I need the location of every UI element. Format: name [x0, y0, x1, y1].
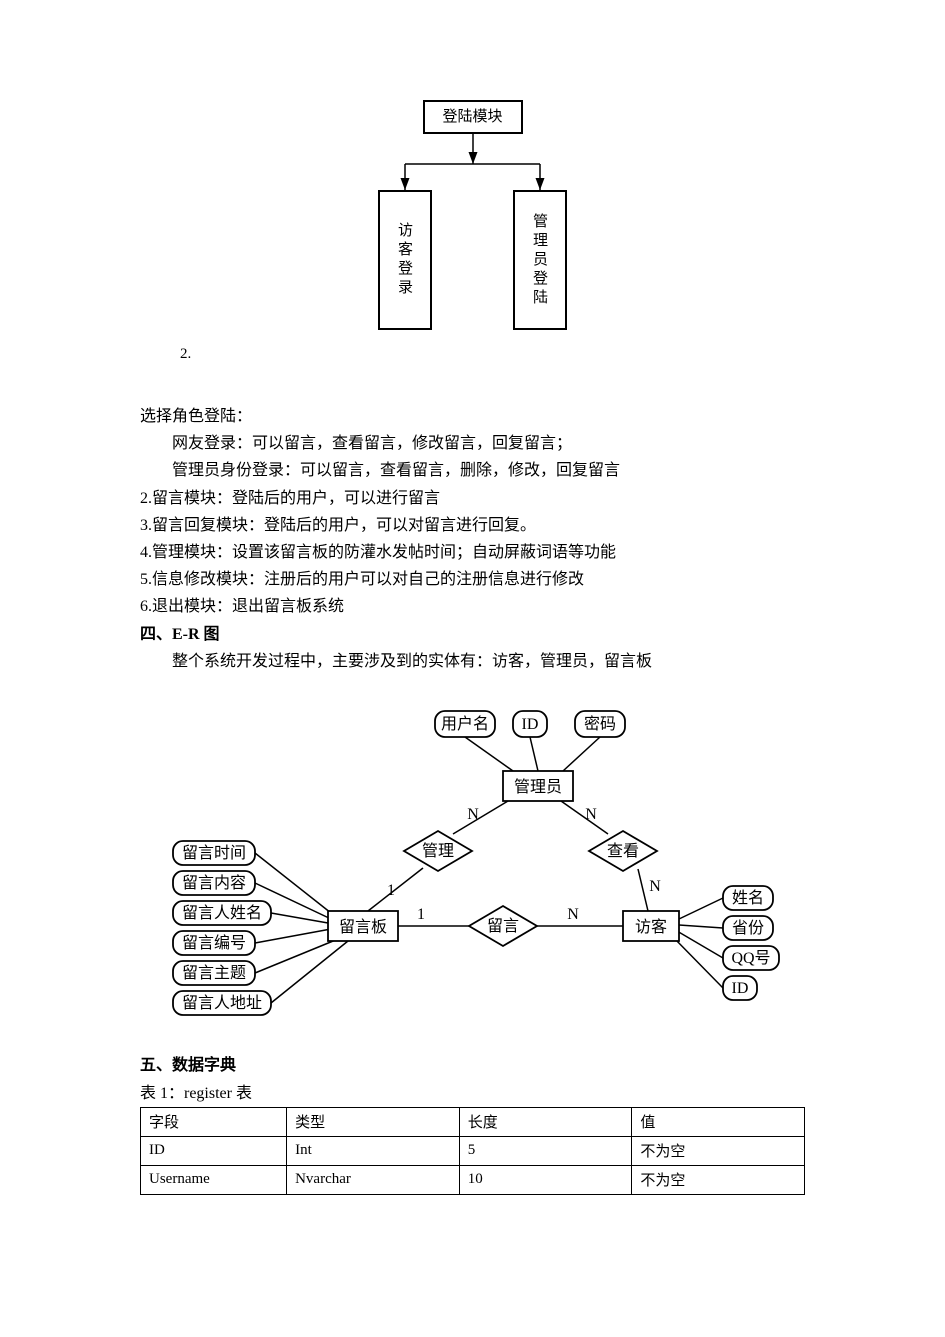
- svg-text:查看: 查看: [606, 842, 638, 860]
- svg-text:留言内容: 留言内容: [181, 874, 245, 892]
- svg-text:1: 1: [417, 906, 425, 923]
- table-cell: Int: [287, 1136, 460, 1165]
- er-diagram: N 1 N N 1 N 用户名 ID 密码留言时间留言内容留言人姓名留言编号留言主题留言人地址 姓…: [140, 691, 805, 1031]
- svg-text:管理员: 管理员: [513, 778, 561, 796]
- body-text-block: 选择角色登陆： 网友登录：可以留言，查看留言，修改留言，回复留言； 管理员身份登…: [140, 403, 805, 675]
- table-cell: 长度: [459, 1107, 632, 1136]
- svg-text:ID: ID: [731, 980, 748, 997]
- svg-text:QQ号: QQ号: [731, 949, 770, 967]
- table-cell: Username: [141, 1165, 287, 1194]
- table-caption: 表 1：register 表: [140, 1079, 805, 1103]
- table-cell: 不为空: [632, 1165, 805, 1194]
- body-line: 6.退出模块：退出留言板系统: [140, 593, 805, 620]
- svg-text:1: 1: [387, 882, 395, 899]
- register-table: 字段 类型 长度 值 ID Int 5 不为空 Username Nvarcha…: [140, 1107, 805, 1195]
- svg-text:密码: 密码: [583, 715, 615, 733]
- table-cell: 5: [459, 1136, 632, 1165]
- svg-text:N: N: [467, 806, 479, 823]
- table-cell: 10: [459, 1165, 632, 1194]
- table-cell: 类型: [287, 1107, 460, 1136]
- table-cell: 值: [632, 1107, 805, 1136]
- table-row: Username Nvarchar 10 不为空: [141, 1165, 805, 1194]
- svg-text:留言: 留言: [486, 917, 518, 935]
- svg-text:姓名: 姓名: [731, 889, 763, 907]
- svg-text:省份: 省份: [731, 919, 763, 937]
- body-line: 网友登录：可以留言，查看留言，修改留言，回复留言；: [140, 430, 805, 457]
- svg-text:N: N: [567, 906, 579, 923]
- svg-text:留言主题: 留言主题: [181, 964, 245, 982]
- er-intro-line: 整个系统开发过程中，主要涉及到的实体有：访客，管理员，留言板: [140, 648, 805, 675]
- svg-text:留言人姓名: 留言人姓名: [181, 904, 261, 922]
- svg-text:访客: 访客: [634, 918, 666, 936]
- body-line: 管理员身份登录：可以留言，查看留言，删除，修改，回复留言: [140, 457, 805, 484]
- heading-4: 四、E-R 图: [140, 621, 805, 648]
- svg-text:用户名: 用户名: [440, 715, 488, 733]
- svg-text:ID: ID: [521, 716, 538, 733]
- section-5: 五、数据字典 表 1：register 表 字段 类型 长度 值 ID Int …: [140, 1051, 805, 1195]
- table-cell: 不为空: [632, 1136, 805, 1165]
- table-cell: Nvarchar: [287, 1165, 460, 1194]
- svg-text:N: N: [585, 806, 597, 823]
- body-line: 2.留言模块：登陆后的用户，可以进行留言: [140, 485, 805, 512]
- svg-text:留言时间: 留言时间: [181, 844, 245, 862]
- heading-5: 五、数据字典: [140, 1051, 805, 1075]
- svg-text:留言板: 留言板: [338, 918, 386, 936]
- svg-text:留言人地址: 留言人地址: [181, 994, 261, 1012]
- table-row: 字段 类型 长度 值: [141, 1107, 805, 1136]
- body-line: 选择角色登陆：: [140, 403, 805, 430]
- table-row: ID Int 5 不为空: [141, 1136, 805, 1165]
- body-line: 5.信息修改模块：注册后的用户可以对自己的注册信息进行修改: [140, 566, 805, 593]
- login-module-diagram: 登陆模块 访客登录 管理员登陆 2.: [140, 100, 805, 363]
- body-line: 3.留言回复模块：登陆后的用户，可以对留言进行回复。: [140, 512, 805, 539]
- d1-connectors: [353, 100, 593, 340]
- table-cell: ID: [141, 1136, 287, 1165]
- table-cell: 字段: [141, 1107, 287, 1136]
- svg-text:管理: 管理: [421, 842, 453, 860]
- d1-caption: 2.: [100, 346, 845, 363]
- svg-text:N: N: [649, 878, 661, 895]
- svg-text:留言编号: 留言编号: [181, 934, 245, 952]
- body-line: 4.管理模块：设置该留言板的防灌水发帖时间；自动屏蔽词语等功能: [140, 539, 805, 566]
